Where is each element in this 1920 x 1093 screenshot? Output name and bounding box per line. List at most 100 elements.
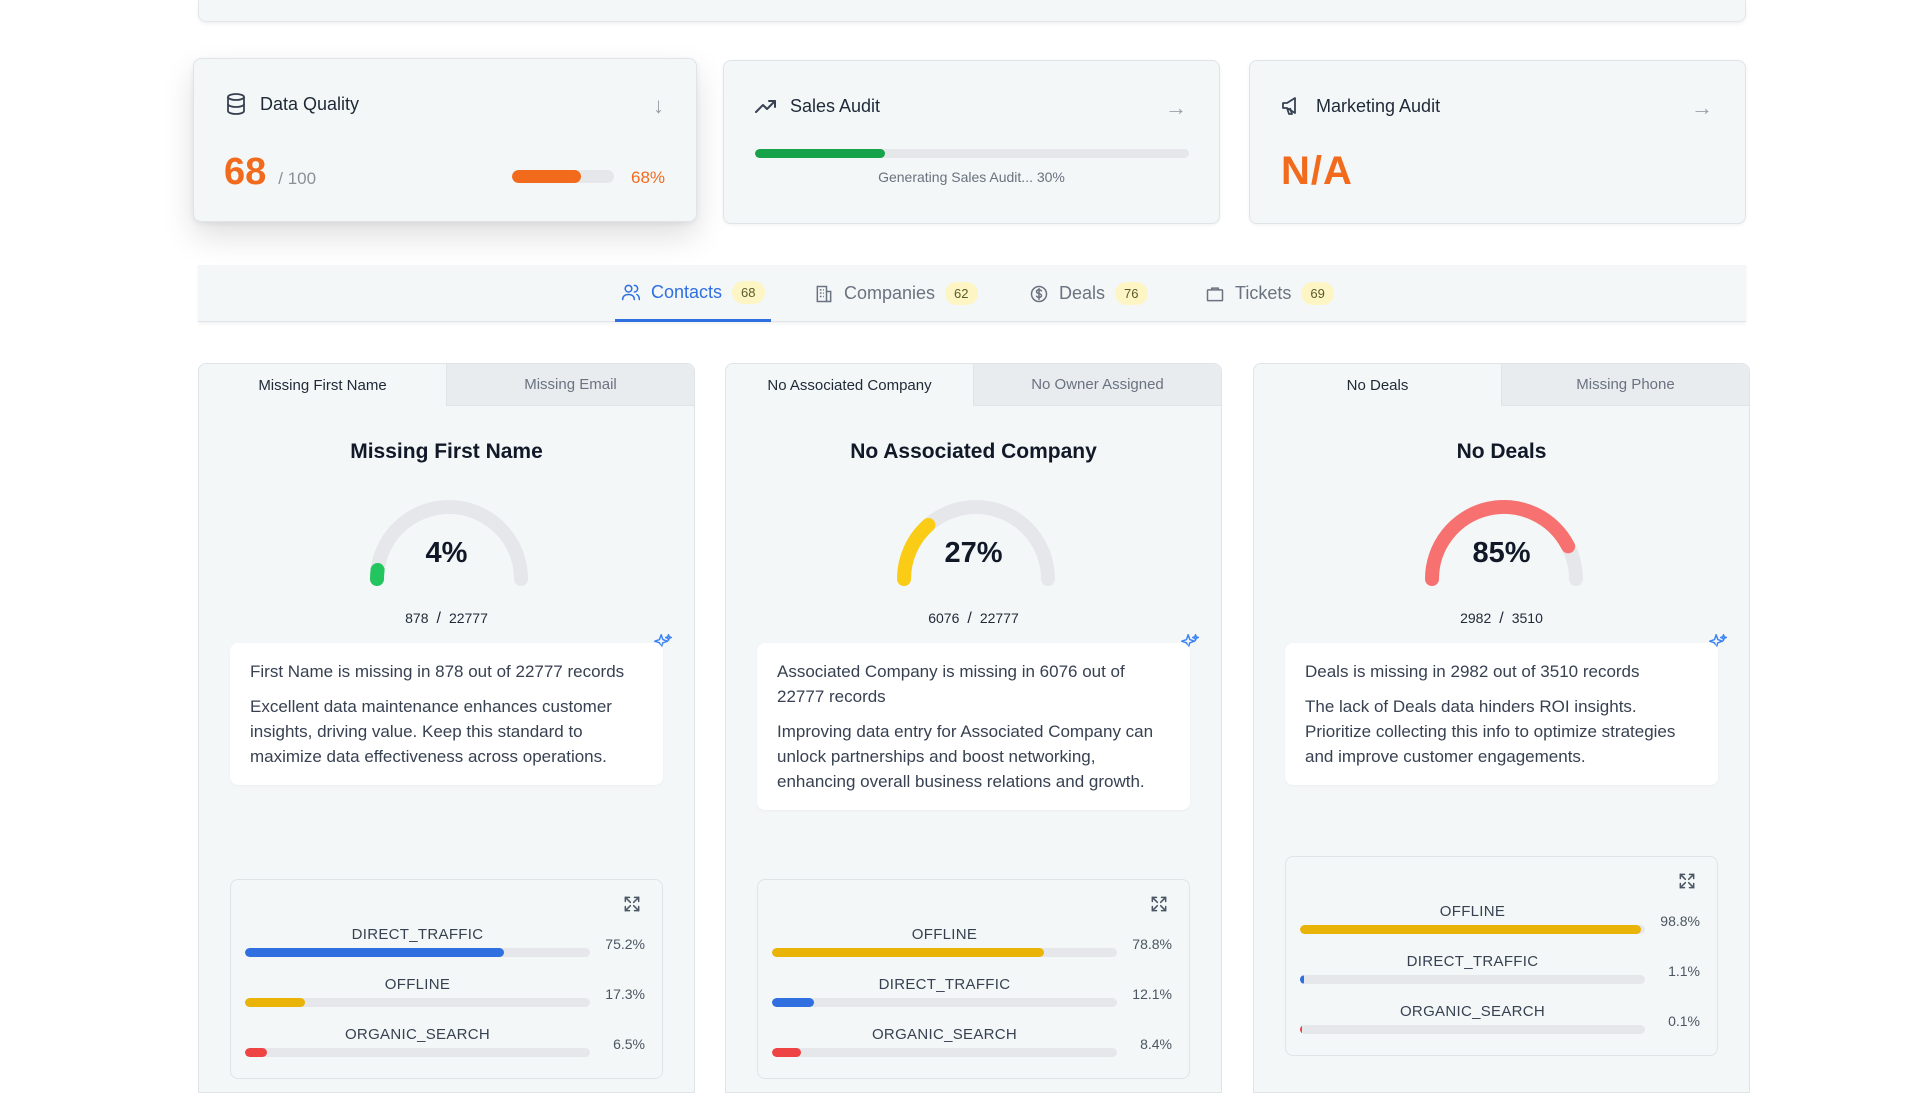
panel-title: No Deals [1456, 440, 1547, 463]
panel-tab[interactable]: No Associated Company [726, 364, 973, 406]
sales-audit-status: Generating Sales Audit... 30% [878, 169, 1065, 185]
total-count: 3510 [1511, 610, 1543, 626]
issue-panel: No Associated Company No Owner Assigned … [725, 363, 1222, 1093]
source-percent: 17.3% [605, 986, 645, 1002]
insight-box: First Name is missing in 878 out of 2277… [230, 643, 663, 785]
gauge-chart [897, 500, 1055, 586]
megaphone-icon [1282, 97, 1296, 115]
gauge-chart [370, 500, 528, 586]
sales-audit-card[interactable]: Sales Audit → Generating Sales Audit... … [723, 60, 1220, 224]
data-quality-percent: 68% [631, 168, 666, 187]
source-breakdown: OFFLINE 98.8% DIRECT_TRAFFIC 1.1% ORGANI… [1285, 856, 1718, 1056]
source-percent: 1.1% [1668, 963, 1700, 979]
panel-tab[interactable]: No Owner Assigned [973, 364, 1221, 406]
source-bar-track [1300, 925, 1645, 934]
panel-title: No Associated Company [850, 440, 1097, 463]
source-bar-fill [772, 998, 814, 1007]
expand-icon[interactable] [1149, 894, 1169, 914]
tab-label: Contacts [651, 281, 723, 302]
source-name: OFFLINE [384, 976, 451, 993]
database-icon [227, 93, 245, 115]
source-percent: 12.1% [1132, 986, 1172, 1002]
source-row: ORGANIC_SEARCH 6.5% [245, 1026, 645, 1066]
source-bar-fill [245, 1048, 268, 1057]
panel-tabs: No Associated Company No Owner Assigned [726, 364, 1221, 406]
gauge-fill [370, 562, 385, 586]
tab-label: Tickets [1235, 283, 1292, 303]
tab-contacts[interactable]: Contacts 68 [615, 265, 771, 322]
tab-deals[interactable]: Deals 76 [1029, 265, 1148, 322]
panel-tab[interactable]: Missing Phone [1501, 364, 1749, 406]
marketing-audit-value: N/A [1281, 149, 1353, 193]
source-percent: 98.8% [1660, 913, 1700, 929]
total-count: 22777 [448, 610, 488, 626]
score-value: 68 [224, 151, 267, 193]
insight-recommendation: The lack of Deals data hinders ROI insig… [1305, 697, 1676, 766]
source-row: ORGANIC_SEARCH 0.1% [1300, 1003, 1700, 1043]
arrow-right-icon[interactable]: → [1165, 95, 1187, 120]
object-tabs: Contacts 68 Companies 62 Deals 76 Ticket… [198, 265, 1746, 322]
expand-icon[interactable] [1677, 871, 1697, 891]
count-badge: 76 [1115, 282, 1148, 305]
source-name: ORGANIC_SEARCH [871, 1026, 1018, 1043]
insight-summary: Associated Company is missing in 6076 ou… [777, 662, 1125, 706]
panel-tab[interactable]: No Deals [1254, 364, 1501, 406]
marketing-audit-title: Marketing Audit [1280, 94, 1440, 118]
trending-up-icon [755, 100, 776, 113]
ticket-icon [1206, 286, 1224, 301]
source-percent: 8.4% [1140, 1036, 1172, 1052]
dollar-icon [1030, 285, 1048, 302]
panel-tabs: No Deals Missing Phone [1254, 364, 1749, 406]
source-bar-track [772, 998, 1117, 1007]
source-row: DIRECT_TRAFFIC 1.1% [1300, 953, 1700, 993]
tab-companies[interactable]: Companies 62 [814, 265, 978, 322]
arrow-down-icon[interactable]: ↓ [653, 93, 664, 118]
source-row: OFFLINE 98.8% [1300, 903, 1700, 943]
source-breakdown: DIRECT_TRAFFIC 75.2% OFFLINE 17.3% ORGAN… [230, 879, 663, 1079]
expand-icon[interactable] [622, 894, 642, 914]
source-bar-track [1300, 1025, 1645, 1034]
top-strip [198, 0, 1746, 22]
data-quality-progress-fill [512, 170, 582, 183]
insight-summary: First Name is missing in 878 out of 2277… [250, 662, 625, 681]
count-badge: 68 [732, 280, 765, 304]
users-icon [621, 284, 641, 301]
marketing-audit-label: Marketing Audit [1316, 95, 1441, 116]
count-badge: 69 [1301, 282, 1334, 305]
tab-tickets[interactable]: Tickets 69 [1205, 265, 1334, 322]
source-name: DIRECT_TRAFFIC [1406, 953, 1539, 970]
gauge-value: 27% [944, 537, 1003, 569]
source-name: OFFLINE [1439, 903, 1506, 920]
gauge-fraction: 2982/3510 [1460, 610, 1543, 627]
panel-tab[interactable]: Missing First Name [199, 364, 446, 406]
arrow-right-icon[interactable]: → [1691, 95, 1713, 120]
panel-tab[interactable]: Missing Email [446, 364, 694, 406]
gauge-fill [1425, 500, 1576, 586]
source-bar-track [245, 948, 590, 957]
source-row: DIRECT_TRAFFIC 75.2% [245, 926, 645, 966]
source-percent: 75.2% [605, 936, 645, 952]
source-bar-track [772, 1048, 1117, 1057]
source-bar-track [772, 948, 1117, 957]
missing-count: 2982 [1460, 610, 1492, 626]
data-quality-card[interactable]: Data Quality ↓ 68 / 100 68% [193, 58, 697, 222]
gauge-value: 85% [1472, 537, 1531, 569]
panel-title: Missing First Name [350, 440, 543, 463]
score-denominator: / 100 [278, 169, 317, 188]
insight-box: Deals is missing in 2982 out of 3510 rec… [1285, 643, 1718, 785]
gauge-fraction: 878/22777 [405, 610, 488, 627]
issue-panel: Missing First Name Missing Email Missing… [198, 363, 695, 1093]
data-quality-label: Data Quality [260, 93, 360, 114]
source-row: OFFLINE 78.8% [772, 926, 1172, 966]
source-bar-fill [1300, 925, 1641, 934]
source-bar-fill [245, 998, 305, 1007]
sales-audit-label: Sales Audit [790, 95, 881, 116]
tab-label: Companies [844, 283, 936, 303]
panel-tabs: Missing First Name Missing Email [199, 364, 694, 406]
marketing-audit-card[interactable]: Marketing Audit → N/A [1249, 60, 1746, 224]
source-row: OFFLINE 17.3% [245, 976, 645, 1016]
source-name: DIRECT_TRAFFIC [351, 926, 484, 943]
source-name: DIRECT_TRAFFIC [878, 976, 1011, 993]
gauge-track [370, 500, 528, 586]
count-badge: 62 [945, 282, 978, 305]
